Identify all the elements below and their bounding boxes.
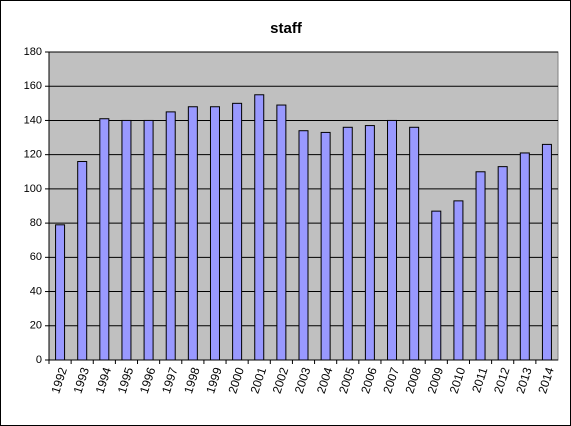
chart-title: staff — [270, 20, 303, 37]
bar — [276, 104, 287, 361]
bar — [431, 210, 442, 361]
bar — [143, 119, 154, 361]
bar — [232, 102, 243, 361]
bar — [320, 131, 331, 361]
y-tick-label: 40 — [30, 285, 42, 297]
y-tick-label: 140 — [24, 114, 42, 126]
bar — [121, 119, 132, 361]
bar — [475, 171, 486, 361]
bar — [165, 111, 176, 361]
y-tick-label: 120 — [24, 149, 42, 161]
bar — [409, 126, 420, 361]
y-tick-label: 80 — [30, 217, 42, 229]
bar — [342, 126, 353, 361]
bar — [519, 152, 530, 361]
bar — [209, 106, 220, 361]
y-tick-label: 100 — [24, 183, 42, 195]
bar — [99, 118, 110, 361]
bar — [453, 200, 464, 361]
y-tick-label: 20 — [30, 320, 42, 332]
bar — [541, 143, 552, 361]
y-tick-label: 0 — [36, 354, 42, 366]
bar — [55, 224, 66, 361]
bar — [254, 94, 265, 361]
y-tick-label: 160 — [24, 80, 42, 92]
bar — [497, 166, 508, 361]
y-tick-label: 180 — [24, 46, 42, 58]
bar — [77, 161, 88, 361]
y-tick-label: 60 — [30, 251, 42, 263]
bar — [364, 125, 375, 361]
bar — [387, 119, 398, 361]
bar — [298, 130, 309, 361]
bar — [187, 106, 198, 361]
